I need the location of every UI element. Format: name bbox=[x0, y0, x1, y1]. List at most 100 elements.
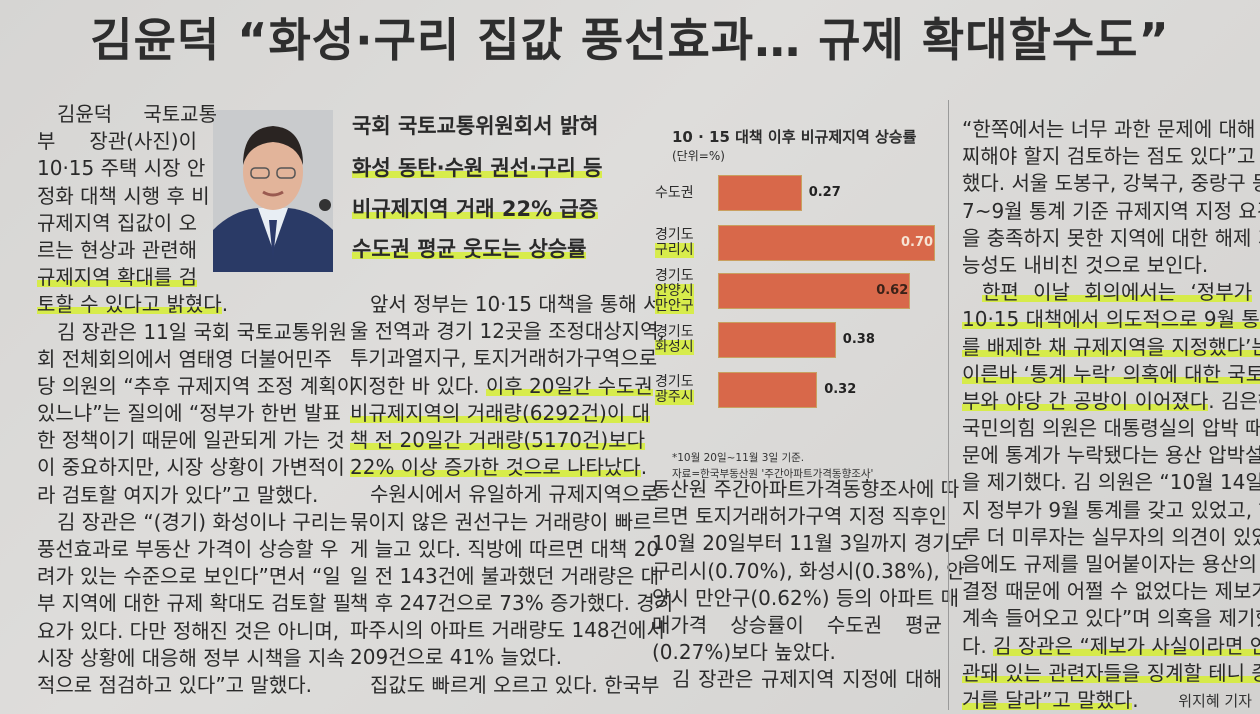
column-divider bbox=[948, 100, 949, 710]
headline: 김윤덕 “화성·구리 집값 풍선효과… 규제 확대할수도” bbox=[90, 13, 1170, 67]
text-segment: 루 더 미루자는 실무자의 의견이 있었 bbox=[962, 524, 1260, 549]
text-line: 거를 달라”고 말했다. bbox=[962, 687, 1252, 714]
text-line: 투기과열지구, 토지거래허가구역으로 bbox=[350, 345, 657, 372]
text-segment: . bbox=[1132, 687, 1139, 712]
text-line: 김 장관은 규제지역 지정에 대해 bbox=[652, 666, 942, 693]
text-segment: 있느냐”는 질의에 “정부가 한번 발표 bbox=[37, 401, 341, 426]
text-segment: 찌해야 할지 검토하는 점도 있다”고 말 bbox=[962, 144, 1260, 169]
text-line: 한 정책이기 때문에 일관되게 가는 것 bbox=[37, 427, 345, 454]
bar-4 bbox=[718, 372, 818, 408]
text-line: 했다. 서울 도봉구, 강북구, 중랑구 등 bbox=[962, 170, 1260, 197]
text-segment: 한 정책이기 때문에 일관되게 가는 것 bbox=[37, 428, 345, 453]
chart-source: 자료=한국부동산원 '주간아파트가격동향조사' bbox=[672, 468, 874, 480]
text-segment: 부 지역에 대한 규제 확대도 검토할 필 bbox=[37, 591, 352, 616]
text-segment: 결정 때문에 어쩔 수 없었다는 제보가 bbox=[962, 579, 1260, 604]
text-line: 회 전체회의에서 염태영 더불어민주 bbox=[37, 346, 332, 373]
text-line: 게 늘고 있다. 직방에 따르면 대책 20 bbox=[350, 536, 659, 563]
text-segment: 회 전체회의에서 염태영 더불어민주 bbox=[37, 346, 333, 371]
text-line: 책 후 247건으로 73% 증가했다. 경기 bbox=[350, 590, 673, 617]
text-line: 부와 야당 간 공방이 이어졌다. 김은혜 bbox=[962, 388, 1260, 415]
text-segment: 김 장관은 규제지역 지정에 대해 bbox=[672, 667, 942, 692]
text-segment: 앞서 정부는 10·15 대책을 통해 서 bbox=[370, 292, 662, 316]
text-segment: 적으로 점검하고 있다”고 말했다. bbox=[37, 672, 312, 697]
value-label: 0.62 bbox=[876, 283, 909, 298]
text-line: 관돼 있는 관련자들을 징계할 테니 증 bbox=[962, 660, 1260, 687]
article-column-3: 동산원 주간아파트가격동향조사에 따 르면 토지거래허가구역 지정 직후인 10월 … bbox=[652, 476, 969, 694]
text-segment: 10월 20일부터 11월 3일까지 경기도 bbox=[652, 531, 969, 556]
text-line: 한편 이날 회의에서는 ‘정부가 bbox=[962, 279, 1252, 306]
bar-0 bbox=[718, 175, 802, 211]
text-line: 요가 있다. 다만 정해진 것은 아니며, bbox=[37, 618, 339, 645]
text-segment: 당 의원의 “추후 규제지역 조정 계획이 bbox=[37, 373, 356, 398]
text-line: 7~9월 통계 기준 규제지역 지정 요건 bbox=[962, 198, 1260, 225]
text-line: 10월 20일부터 11월 3일까지 경기도 bbox=[652, 530, 969, 557]
text-line: 려가 있는 수준으로 보인다”면서 “일 bbox=[37, 563, 341, 590]
text-line: 김윤덕 국토교통 bbox=[37, 101, 217, 128]
subhead-text: 국회 국토교통위원회서 밝혀 bbox=[352, 114, 599, 138]
text-segment: 7~9월 통계 기준 규제지역 지정 요건 bbox=[962, 198, 1260, 223]
text-line: 양시 만안구(0.62%) 등의 아파트 매 bbox=[652, 585, 959, 612]
text-segment: 묶이지 않은 권선구는 거래량이 빠르 bbox=[350, 509, 652, 534]
text-segment: 르면 토지거래허가구역 지정 직후인 bbox=[652, 504, 948, 529]
text-line: 209건으로 41% 늘었다. bbox=[350, 644, 640, 671]
text-segment: 김윤덕 국토교통 bbox=[57, 102, 217, 126]
text-line: 이른바 ‘통계 누락’ 의혹에 대한 국토 bbox=[962, 361, 1260, 388]
highlighted-text: 부와 야당 간 공방이 이어졌다 bbox=[962, 388, 1209, 413]
text-line: 시장 상황에 대응해 정부 시책을 지속 bbox=[37, 645, 345, 672]
text-line: 10·15 대책에서 의도적으로 9월 통계 bbox=[962, 306, 1260, 333]
text-segment: 수원시에서 유일하게 규제지역으로 bbox=[370, 482, 659, 507]
text-line: 규제지역 집값이 오 bbox=[37, 210, 197, 237]
text-segment: 매가격 상승률이 수도권 평균 bbox=[652, 612, 942, 637]
category-label: 경기도 화성시 bbox=[655, 324, 694, 355]
text-segment: 투기과열지구, 토지거래허가구역으로 bbox=[350, 346, 658, 371]
highlighted-text: 토할 수 있다고 밝혔다 bbox=[37, 292, 222, 317]
text-segment: 했다. 서울 도봉구, 강북구, 중랑구 등 bbox=[962, 171, 1260, 196]
text-line: “한쪽에서는 너무 과한 문제에 대해 어 bbox=[962, 116, 1260, 143]
highlighted-text: 를 배제한 채 규제지역을 지정했다’는 bbox=[962, 334, 1260, 359]
text-line: 규제지역 확대를 검 bbox=[37, 264, 197, 291]
text-line: 라 검토할 여지가 있다”고 말했다. bbox=[37, 482, 332, 509]
text-line: 부 지역에 대한 규제 확대도 검토할 필 bbox=[37, 590, 351, 617]
text-segment: 부 장관(사진)이 bbox=[37, 129, 197, 154]
text-line: 음에도 규제를 밀어붙이자는 용산의 bbox=[962, 551, 1257, 578]
text-line: 르는 현상과 관련해 bbox=[37, 237, 197, 264]
highlighted-text: 한편 이날 회의에서는 ‘정부가 bbox=[982, 280, 1252, 305]
highlighted-text: 10·15 대책에서 의도적으로 9월 통계 bbox=[962, 307, 1260, 332]
text-segment: 라 검토할 여지가 있다”고 말했다. bbox=[37, 482, 319, 507]
text-line: 매가격 상승률이 수도권 평균 bbox=[652, 612, 942, 639]
subhead-text: 수도권 평균 웃도는 상승률 bbox=[352, 237, 587, 261]
text-segment: 일 전 143건에 불과했던 거래량은 대 bbox=[350, 563, 660, 588]
text-line: 책 전 20일간 거래량(5170건)보다 bbox=[350, 427, 646, 454]
chart-unit: (단위=%) bbox=[672, 149, 725, 163]
article-column-4: “한쪽에서는 너무 과한 문제에 대해 어 찌해야 할지 검토하는 점도 있다”고… bbox=[962, 116, 1260, 714]
text-line: 부 장관(사진)이 bbox=[37, 128, 197, 155]
text-line: 찌해야 할지 검토하는 점도 있다”고 말 bbox=[962, 143, 1260, 170]
text-line: 묶이지 않은 권선구는 거래량이 빠르 bbox=[350, 509, 651, 536]
text-segment: 요가 있다. 다만 정해진 것은 아니며, bbox=[37, 618, 340, 643]
highlighted-text: 이른바 ‘통계 누락’ 의혹에 대한 국토 bbox=[962, 361, 1260, 386]
text-line: 파주시의 아파트 거래량도 148건에서 bbox=[350, 617, 665, 644]
text-segment: 파주시의 아파트 거래량도 148건에서 bbox=[350, 618, 665, 643]
highlighted-text: 거를 달라”고 말했다 bbox=[962, 687, 1133, 712]
bar-3 bbox=[718, 322, 836, 358]
text-segment: 지정한 바 있다. bbox=[350, 373, 486, 398]
category-label: 수도권 bbox=[655, 184, 694, 201]
text-line: 구리시(0.70%), 화성시(0.38%), 안 bbox=[652, 558, 965, 585]
text-segment: 게 늘고 있다. 직방에 따르면 대책 20 bbox=[350, 536, 660, 561]
highlighted-text: 규제지역 확대를 검 bbox=[37, 265, 197, 290]
text-line: 문에 통계가 누락됐다는 용산 압박설 bbox=[962, 442, 1260, 469]
text-segment: 양시 만안구(0.62%) 등의 아파트 매 bbox=[652, 585, 959, 610]
text-segment: 209건으로 41% 늘었다. bbox=[350, 645, 563, 670]
text-segment: 규제지역 집값이 오 bbox=[37, 210, 197, 235]
text-segment: (0.27%)보다 높았다. bbox=[652, 640, 836, 665]
text-line: 지 정부가 9월 통계를 갖고 있었고, 하 bbox=[962, 497, 1260, 524]
highlighted-text: 책 전 20일간 거래량(5170건)보다 bbox=[350, 427, 646, 452]
text-line: 다. 김 장관은 “제보가 사실이라면 연 bbox=[962, 633, 1260, 660]
text-segment: 시장 상황에 대응해 정부 시책을 지속 bbox=[37, 645, 345, 670]
text-line: 결정 때문에 어쩔 수 없었다는 제보가 bbox=[962, 578, 1260, 605]
text-line: 풍선효과로 부동산 가격이 상승할 우 bbox=[37, 536, 338, 563]
text-line: 동산원 주간아파트가격동향조사에 따 bbox=[652, 476, 959, 503]
text-line: 울 전역과 경기 12곳을 조정대상지역, bbox=[350, 318, 665, 345]
text-line: 김 장관은 “(경기) 화성이나 구리는 bbox=[37, 509, 348, 536]
